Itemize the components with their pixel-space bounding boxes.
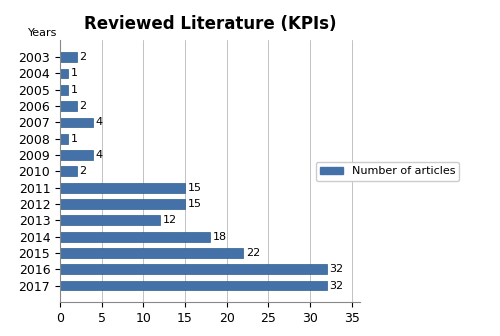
Text: 22: 22 <box>246 248 260 258</box>
Text: 1: 1 <box>71 85 78 95</box>
Bar <box>60 281 326 291</box>
Bar <box>60 150 94 160</box>
Text: 1: 1 <box>71 134 78 144</box>
Text: 4: 4 <box>96 150 103 160</box>
Text: 15: 15 <box>188 199 202 209</box>
Title: Reviewed Literature (KPIs): Reviewed Literature (KPIs) <box>84 15 336 33</box>
Bar <box>60 52 76 62</box>
Bar <box>60 166 76 176</box>
Bar <box>60 85 68 95</box>
Bar <box>60 183 185 193</box>
Text: 2: 2 <box>79 101 86 111</box>
Text: 4: 4 <box>96 117 103 127</box>
Bar <box>60 215 160 225</box>
Text: 12: 12 <box>162 215 176 225</box>
Bar <box>60 134 68 143</box>
Bar <box>60 248 244 258</box>
Bar <box>60 264 326 274</box>
Text: 2: 2 <box>79 52 86 62</box>
Legend: Number of articles: Number of articles <box>316 162 460 181</box>
Text: Years: Years <box>28 28 57 38</box>
Bar <box>60 69 68 78</box>
Text: 32: 32 <box>329 264 344 274</box>
Bar <box>60 118 94 127</box>
Bar <box>60 199 185 209</box>
Bar <box>60 101 76 111</box>
Text: 32: 32 <box>329 281 344 291</box>
Text: 15: 15 <box>188 183 202 193</box>
Bar <box>60 232 210 242</box>
Text: 1: 1 <box>71 69 78 78</box>
Text: 18: 18 <box>212 232 226 242</box>
Text: 2: 2 <box>79 166 86 176</box>
